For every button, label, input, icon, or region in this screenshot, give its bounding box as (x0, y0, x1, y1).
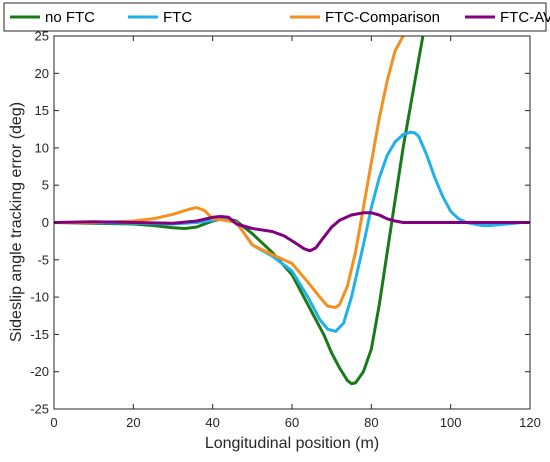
legend-label-2: FTC-Comparison (325, 9, 440, 26)
legend-label-3: FTC-AVP (500, 9, 550, 26)
y-tick-label: 25 (35, 29, 49, 44)
y-tick-label: 10 (35, 140, 49, 155)
x-tick-label: 40 (205, 415, 219, 430)
y-tick-label: -25 (30, 402, 49, 417)
x-axis-label: Longitudinal position (m) (205, 435, 379, 452)
legend-box (3, 2, 547, 32)
y-tick-label: -5 (37, 252, 49, 267)
series-line-2 (54, 36, 405, 309)
y-tick-label: 15 (35, 103, 49, 118)
legend: no FTC FTC FTC-Comparison FTC-AVP (3, 2, 550, 32)
legend-label-0: no FTC (45, 9, 95, 26)
x-tick-label: 120 (519, 415, 541, 430)
tick-layer: 0 20 40 60 80 100 120 -25 -20 -15 -10 -5 0 5 10 15 20 25 (30, 29, 541, 431)
plot-frame (53, 35, 531, 410)
y-tick-label: 20 (35, 66, 49, 81)
y-tick-label: -20 (30, 364, 49, 379)
y-tick-label: 0 (42, 215, 49, 230)
series-line-3 (54, 211, 530, 253)
x-tick-label: 60 (285, 415, 299, 430)
x-tick-label: 0 (50, 415, 57, 430)
series-line-0 (54, 36, 425, 386)
y-tick-label: 5 (42, 178, 49, 193)
x-tick-label: 80 (364, 415, 378, 430)
y-tick-label: -15 (30, 327, 49, 342)
x-tick-label: 100 (440, 415, 462, 430)
legend-label-1: FTC (163, 9, 192, 26)
series-layer (54, 36, 530, 386)
y-tick-label: -10 (30, 290, 49, 305)
x-tick-label: 20 (126, 415, 140, 430)
y-axis-label: Sideslip angle tracking error (deg) (8, 102, 25, 342)
